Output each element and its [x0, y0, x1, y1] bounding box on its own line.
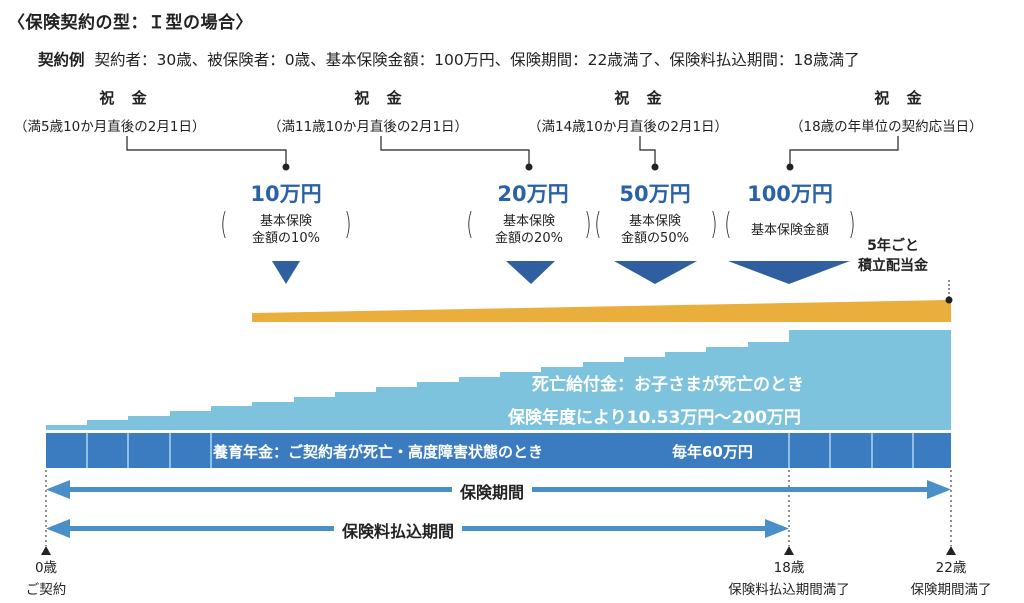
annuity-amount: 毎年60万円 — [672, 443, 753, 461]
celebration-2-amount: 20万円 — [497, 182, 569, 206]
contract-example-label: 契約例 — [38, 51, 85, 69]
payout-marker-1 — [272, 261, 300, 284]
dividend-dot — [945, 296, 953, 304]
premium-period-label: 保険料払込期間 — [334, 518, 463, 542]
timeline-marker-end — [946, 546, 956, 555]
timeline-start-label: ご契約 — [25, 582, 67, 598]
timeline-mid-age: 18歳 — [773, 560, 805, 576]
timeline-end-label: 保険期間満了 — [910, 582, 992, 598]
celebration-4-timing: （18歳の年単位の契約応当日） — [790, 119, 983, 135]
payout-marker-4 — [728, 261, 850, 284]
connector-dot-3 — [651, 163, 659, 171]
timeline-mid-label: 保険料払込期間満了 — [728, 582, 850, 598]
celebration-1-note: 基本保険 金額の10% — [252, 214, 320, 246]
connector-3 — [639, 136, 656, 166]
celebration-4-note: 基本保険金額 — [750, 223, 829, 238]
dividend-label: 5年ごと 積立配当金 — [858, 238, 928, 274]
timeline-end-age: 22歳 — [935, 560, 967, 576]
timeline-marker-mid — [784, 546, 794, 555]
connector-dot-4 — [786, 163, 794, 171]
death-benefit-area — [46, 330, 951, 430]
death-benefit-line2: 保険年度により10.53万円～200万円 — [508, 408, 801, 428]
insurance-period-label: 保険期間 — [452, 479, 533, 503]
celebration-2-note: 基本保険 金額の20% — [495, 214, 563, 246]
connector-1 — [126, 136, 287, 166]
celebration-3-timing: （満14歳10か月直後の2月1日） — [528, 119, 729, 135]
celebration-1-heading: 祝 金 — [99, 89, 153, 107]
timeline-marker-start — [41, 546, 51, 555]
payout-marker-2 — [506, 261, 555, 284]
contract-example-text: 契約者：30歳、被保険者：0歳、基本保険金額：100万円、保険期間：22歳満了、… — [94, 51, 860, 69]
dividend-wedge — [252, 300, 951, 322]
celebration-3-amount: 50万円 — [619, 182, 691, 206]
celebration-2-timing: （満11歳10か月直後の2月1日） — [268, 119, 469, 135]
celebration-2-heading: 祝 金 — [354, 89, 408, 107]
celebration-4-amount: 100万円 — [747, 182, 833, 206]
celebration-3-heading: 祝 金 — [614, 89, 668, 107]
celebration-1-amount: 10万円 — [250, 182, 322, 206]
timeline-start-age: 0歳 — [34, 560, 58, 576]
connector-2 — [380, 136, 530, 166]
connector-dot-2 — [525, 163, 533, 171]
celebration-1-timing: （満5歳10か月直後の2月1日） — [14, 119, 206, 135]
death-benefit-line1: 死亡給付金：お子さまが死亡のとき — [532, 375, 804, 395]
celebration-3-note: 基本保険 金額の50% — [621, 214, 689, 246]
payout-marker-3 — [614, 261, 697, 284]
contract-example: 契約例 契約者：30歳、被保険者：0歳、基本保険金額：100万円、保険期間：22歳… — [38, 48, 860, 70]
annuity-text: 養育年金：ご契約者が死亡・高度障害状態のとき — [213, 443, 544, 461]
annuity-band — [46, 433, 951, 468]
celebration-4-heading: 祝 金 — [874, 89, 928, 107]
connector-lines — [126, 136, 899, 166]
connector-4 — [789, 136, 899, 166]
connector-dot-1 — [282, 163, 290, 171]
diagram-title: 〈保険契約の型：Ｉ型の場合〉 — [8, 13, 253, 33]
